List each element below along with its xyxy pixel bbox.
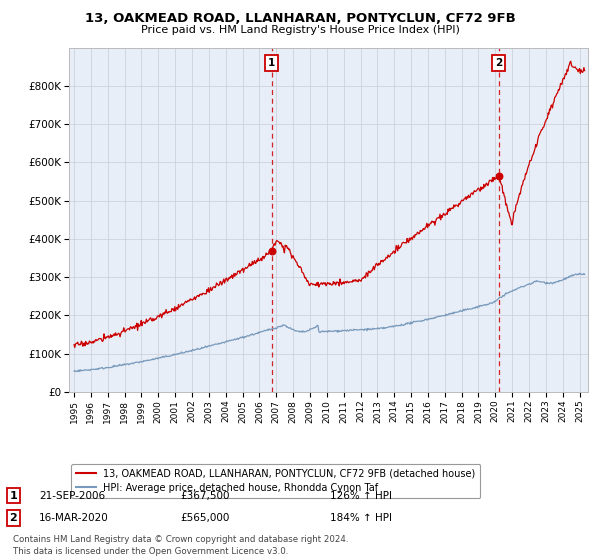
Point bbox=[267, 247, 277, 256]
Text: 126% ↑ HPI: 126% ↑ HPI bbox=[330, 491, 392, 501]
Text: £367,500: £367,500 bbox=[180, 491, 229, 501]
Text: Contains HM Land Registry data © Crown copyright and database right 2024.
This d: Contains HM Land Registry data © Crown c… bbox=[13, 535, 349, 556]
Text: 16-MAR-2020: 16-MAR-2020 bbox=[39, 513, 109, 523]
Text: 2: 2 bbox=[495, 58, 502, 68]
Text: 1: 1 bbox=[268, 58, 275, 68]
Text: £565,000: £565,000 bbox=[180, 513, 229, 523]
Text: Price paid vs. HM Land Registry's House Price Index (HPI): Price paid vs. HM Land Registry's House … bbox=[140, 25, 460, 35]
Text: 13, OAKMEAD ROAD, LLANHARAN, PONTYCLUN, CF72 9FB: 13, OAKMEAD ROAD, LLANHARAN, PONTYCLUN, … bbox=[85, 12, 515, 25]
Point bbox=[494, 171, 503, 180]
Legend: 13, OAKMEAD ROAD, LLANHARAN, PONTYCLUN, CF72 9FB (detached house), HPI: Average : 13, OAKMEAD ROAD, LLANHARAN, PONTYCLUN, … bbox=[71, 464, 481, 498]
Text: 184% ↑ HPI: 184% ↑ HPI bbox=[330, 513, 392, 523]
Text: 21-SEP-2006: 21-SEP-2006 bbox=[39, 491, 105, 501]
Text: 2: 2 bbox=[10, 513, 17, 523]
Text: 1: 1 bbox=[10, 491, 17, 501]
